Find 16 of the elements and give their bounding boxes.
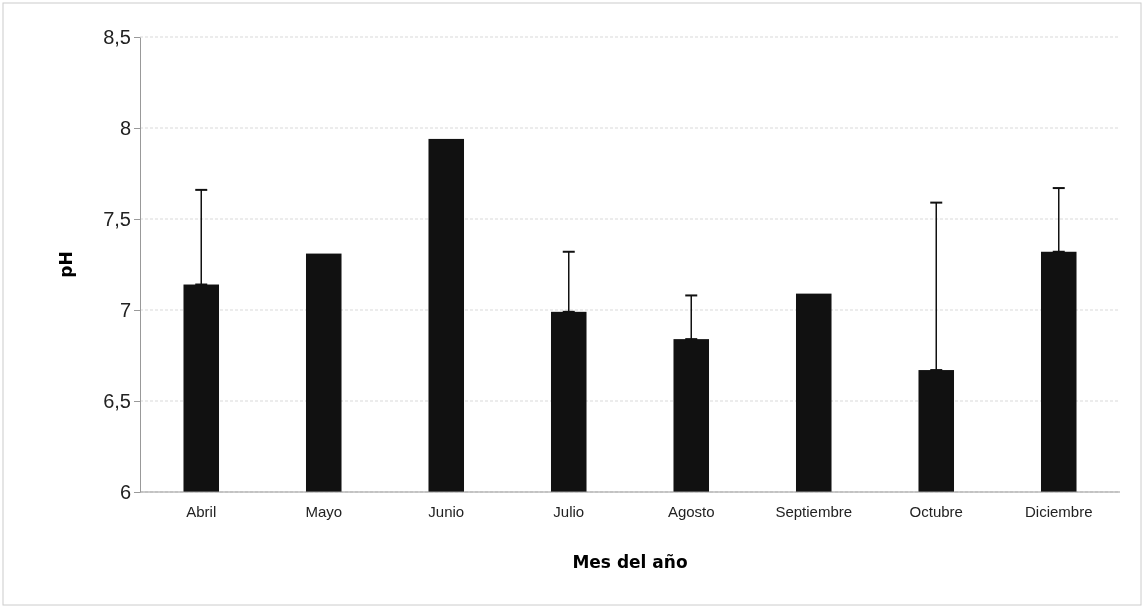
y-tick-label: 6 bbox=[119, 480, 131, 503]
x-axis-title: Mes del año bbox=[572, 552, 688, 572]
y-tick-label: 7,5 bbox=[103, 207, 131, 230]
x-tick-label: Abril bbox=[186, 502, 217, 520]
x-tick-label: Mayo bbox=[305, 502, 343, 520]
x-tick-label: Agosto bbox=[667, 502, 715, 520]
x-tick-label: Octubre bbox=[909, 502, 963, 520]
x-tick-label: Junio bbox=[428, 502, 465, 520]
x-tick-label: Diciembre bbox=[1024, 502, 1093, 520]
y-tick-label: 6,5 bbox=[103, 389, 131, 412]
y-tick-label: 8,5 bbox=[103, 25, 131, 48]
y-tick-label: 7 bbox=[119, 298, 131, 321]
y-tick-label: 8 bbox=[119, 116, 131, 139]
y-axis-title: pH bbox=[56, 251, 76, 278]
x-tick-label: Julio bbox=[553, 502, 585, 520]
x-tick-label: Septiembre bbox=[775, 502, 853, 520]
